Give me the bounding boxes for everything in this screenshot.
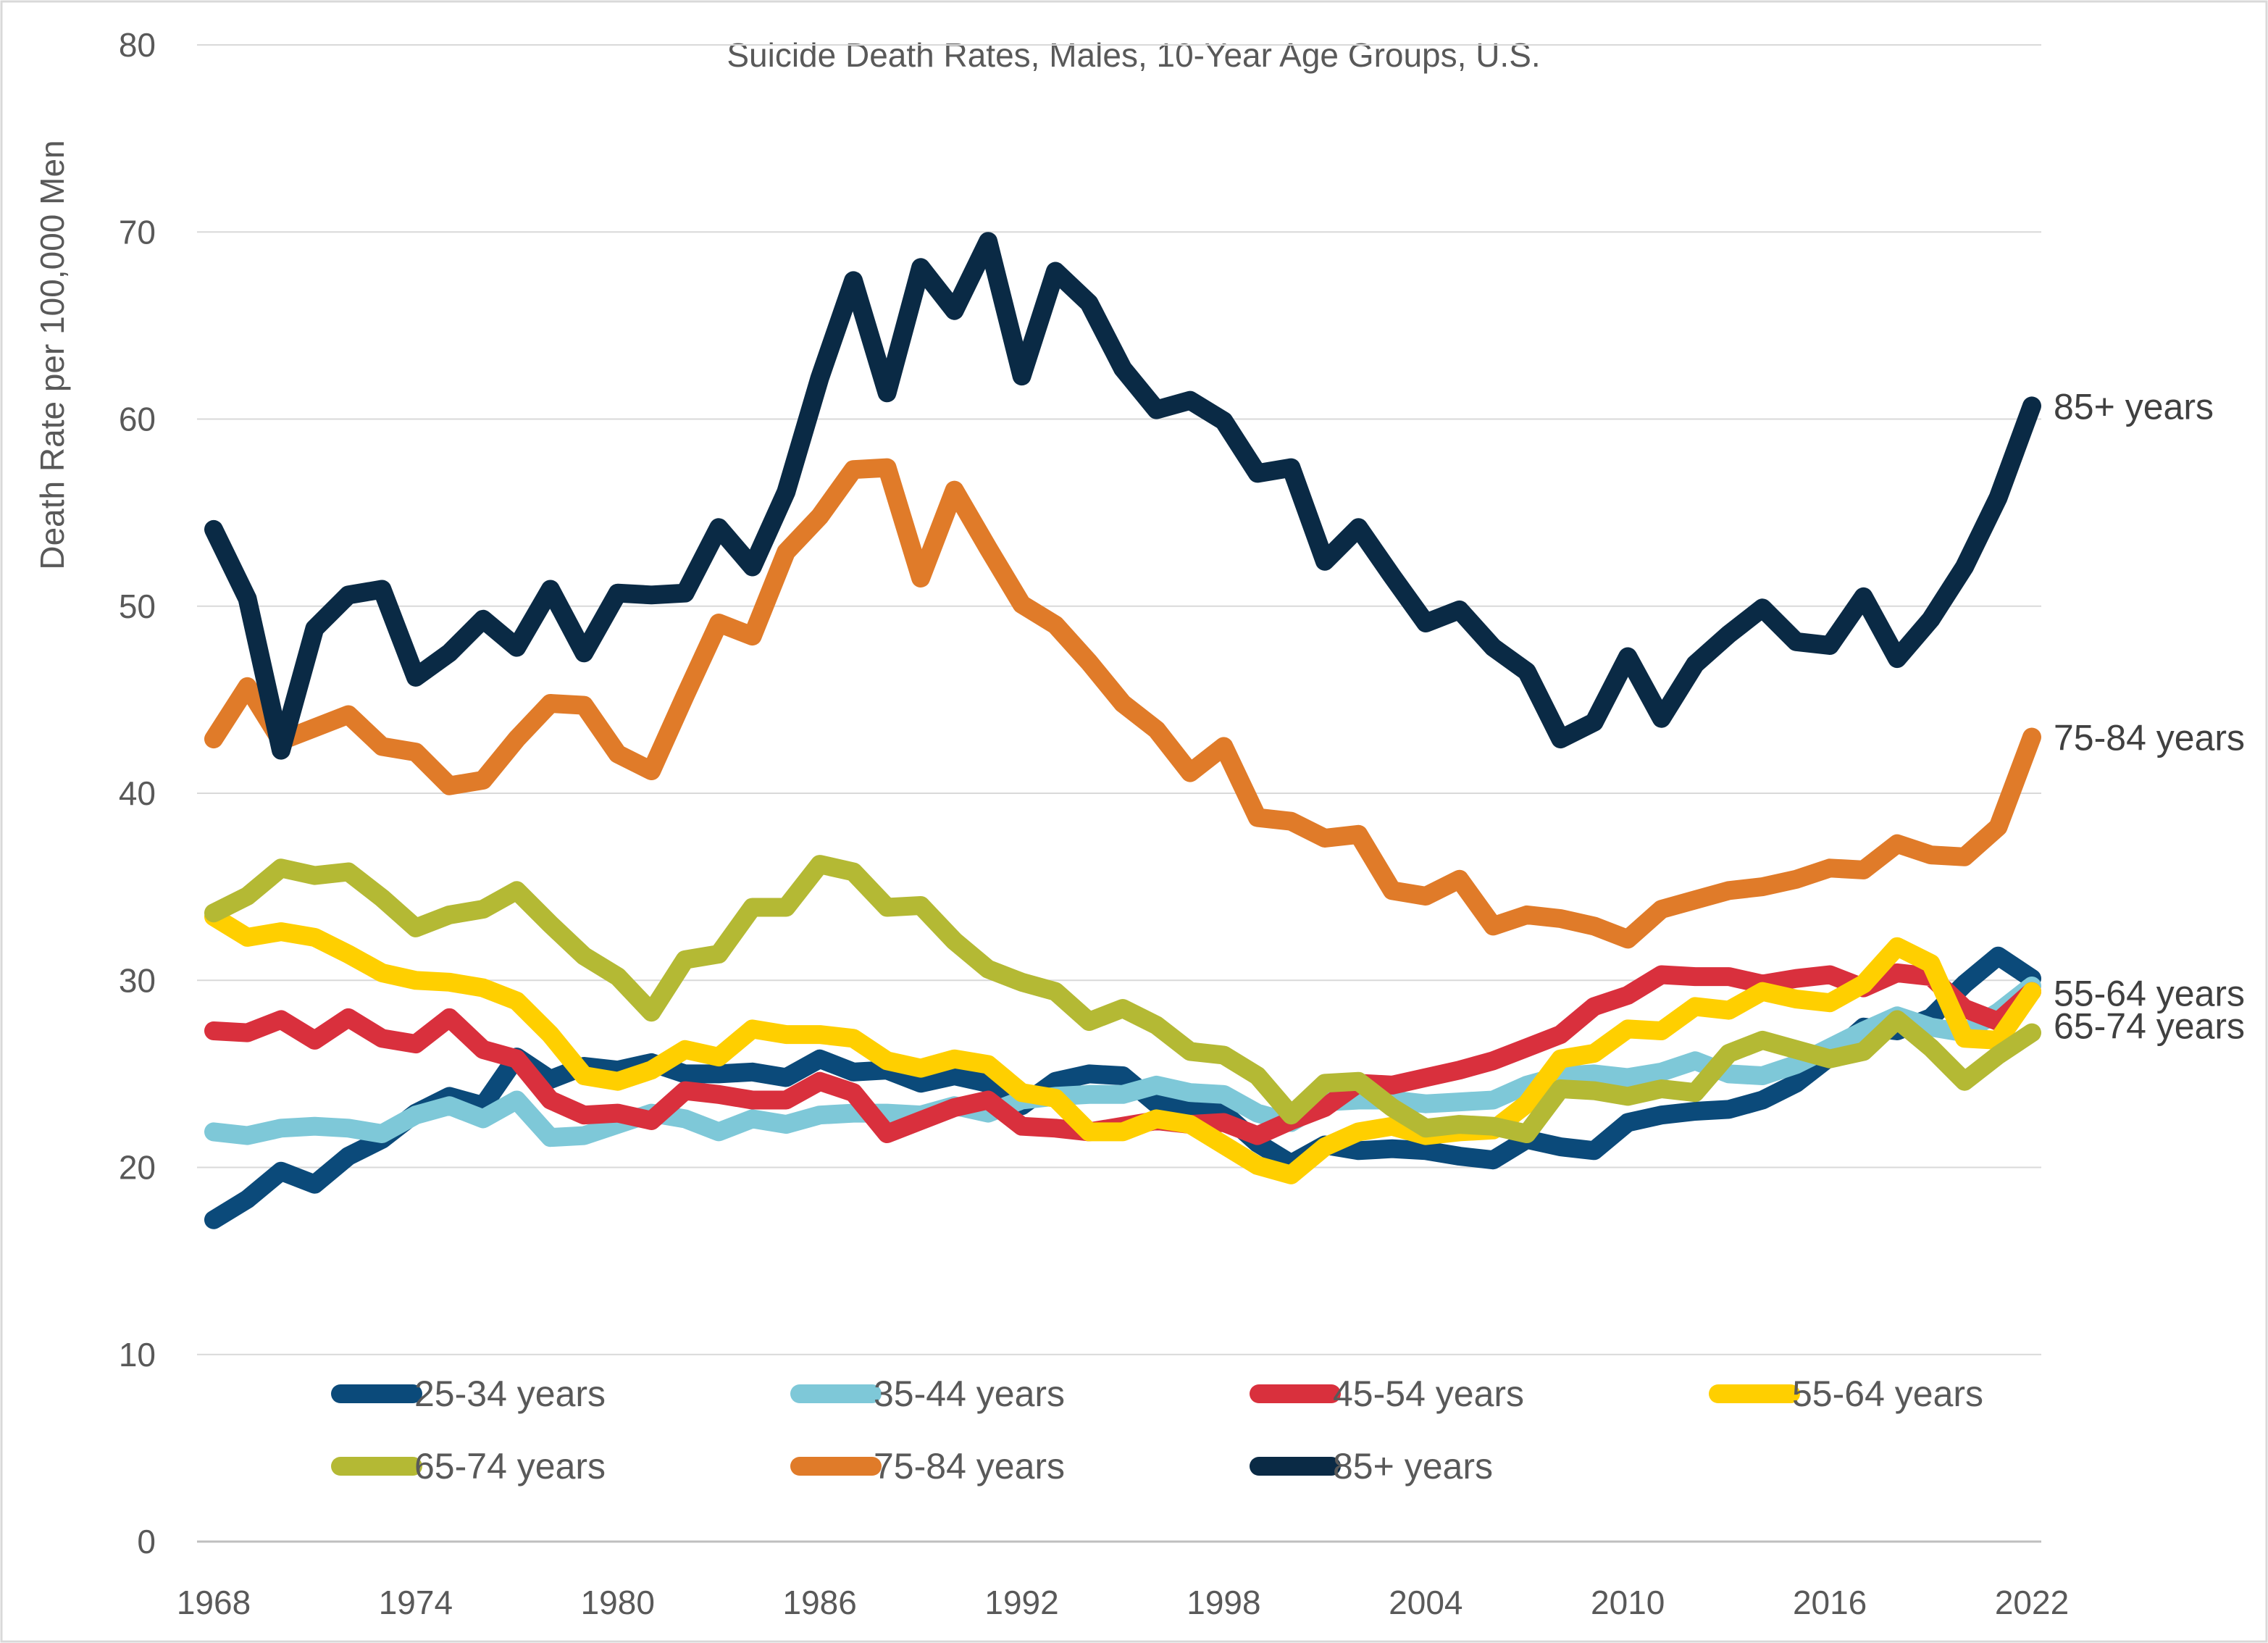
y-axis-ticks: 0 10 20 30 40 50 60 70 80 — [119, 26, 156, 1560]
x-axis-ticks: 1968 1974 1980 1986 1992 1998 2004 2010 2016 2022 — [177, 1584, 2069, 1621]
x-tick-label: 2004 — [1389, 1584, 1463, 1621]
y-tick-label: 30 — [119, 961, 156, 999]
legend: 25-34 years 35-44 years 45-54 years 55-64 y… — [331, 1374, 1983, 1487]
gridlines — [197, 44, 2041, 1355]
y-tick-label: 0 — [137, 1523, 156, 1560]
end-label: 55-64 years — [2054, 974, 2245, 1014]
series-lines — [204, 232, 2041, 1229]
y-tick-label: 20 — [119, 1149, 156, 1187]
legend-item-label: 75-84 years — [874, 1446, 1065, 1487]
end-label: 65-74 years — [2054, 1006, 2245, 1047]
legend-item-label: 55-64 years — [1792, 1374, 1983, 1414]
y-tick-label: 60 — [119, 401, 156, 438]
y-tick-label: 50 — [119, 588, 156, 625]
y-axis-label: Death Rate per 100,000 Men — [33, 140, 71, 569]
x-tick-label: 2022 — [1995, 1584, 2069, 1621]
legend-item-label: 45-54 years — [1333, 1374, 1524, 1414]
legend-item-label: 85+ years — [1333, 1446, 1493, 1487]
x-tick-label: 1974 — [379, 1584, 453, 1621]
series-line-75-84-years — [204, 458, 2041, 949]
chart-title: Suicide Death Rates, Males, 10-Year Age … — [727, 36, 1540, 74]
legend-item-label: 35-44 years — [874, 1374, 1065, 1414]
y-tick-label: 10 — [119, 1336, 156, 1374]
end-label: 75-84 years — [2054, 718, 2245, 758]
x-tick-label: 1980 — [581, 1584, 655, 1621]
series-line-55-64-years — [204, 907, 2041, 1184]
series-line-85-years — [204, 232, 2041, 760]
end-label: 85+ years — [2054, 386, 2214, 427]
y-tick-label: 40 — [119, 774, 156, 812]
series-line-35-44-years — [204, 977, 2041, 1147]
y-tick-label: 70 — [119, 213, 156, 251]
y-tick-label: 80 — [119, 26, 156, 64]
legend-item-label: 65-74 years — [414, 1446, 606, 1487]
x-tick-label: 2016 — [1793, 1584, 1867, 1621]
x-tick-label: 1968 — [177, 1584, 251, 1621]
x-tick-label: 1986 — [782, 1584, 856, 1621]
series-line-65-74-years — [204, 855, 2041, 1143]
legend-item-label: 25-34 years — [414, 1374, 606, 1414]
x-tick-label: 2010 — [1591, 1584, 1665, 1621]
x-tick-label: 1998 — [1187, 1584, 1260, 1621]
x-tick-label: 1992 — [984, 1584, 1058, 1621]
